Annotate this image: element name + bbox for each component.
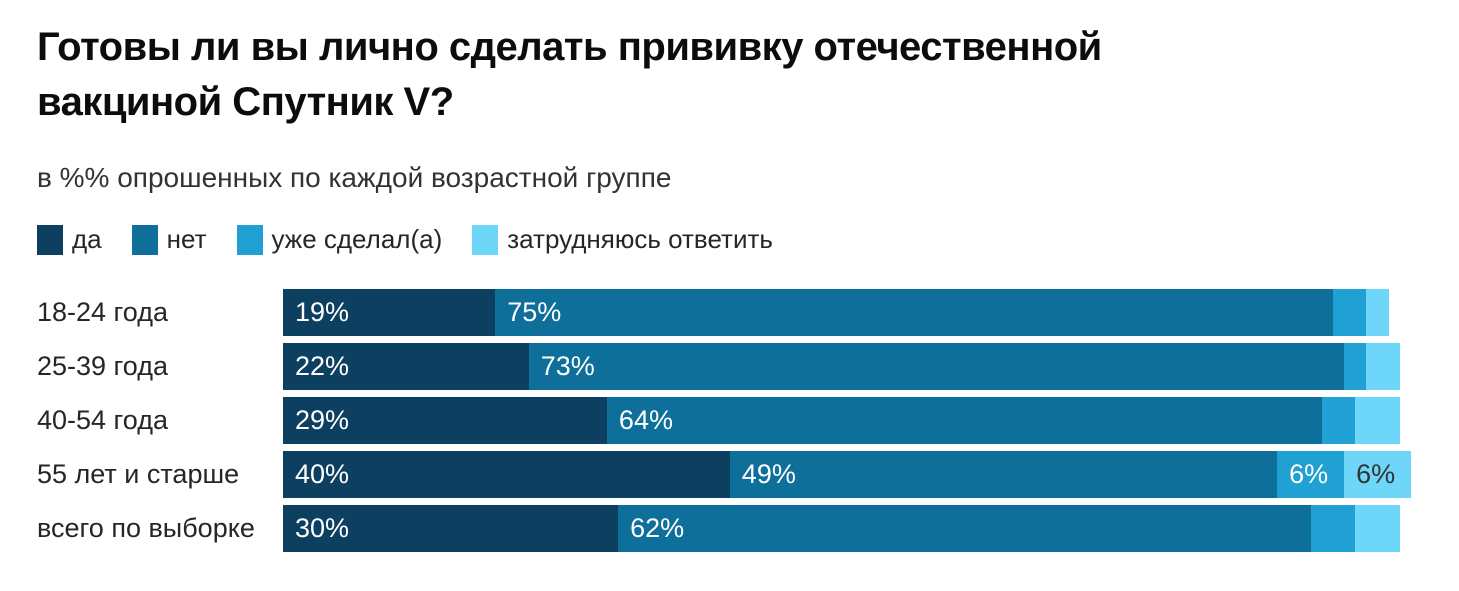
value-label: 40% [295, 459, 350, 489]
bar-segment-hard-to-answer [1366, 343, 1400, 390]
legend-item-no: нет [131, 224, 207, 255]
category-label: 40-54 года [37, 405, 169, 435]
bar-segment-hard-to-answer [1355, 397, 1400, 444]
legend-label-hard-to-answer: затрудняюсь ответить [507, 224, 773, 254]
chart-subtitle: в %% опрошенных по каждой возрастной гру… [37, 162, 672, 193]
chart-title: Готовы ли вы лично сделать прививку отеч… [37, 25, 1102, 124]
value-label: 62% [630, 513, 685, 543]
legend-swatch-no [131, 224, 158, 255]
stacked-bar: 29% 64% [283, 397, 1400, 444]
bar-row: 18-24 года 19% 75% [37, 289, 1459, 336]
bar-segment-already-vaccinated [1344, 343, 1367, 390]
legend-item-yes: да [37, 224, 102, 255]
stacked-bar-chart: 18-24 года 19% 75% 25-39 года 22% 73% 40-54 го… [37, 289, 1459, 552]
bar-segment-no: 75% [495, 289, 1333, 336]
legend-label-already-vaccinated: уже сделал(а) [271, 224, 443, 254]
stacked-bar: 22% 73% [283, 343, 1400, 390]
value-label: 64% [618, 405, 673, 435]
stacked-bar: 19% 75% [283, 289, 1389, 336]
legend-swatch-yes [37, 224, 63, 255]
bar-row: 25-39 года 22% 73% [37, 343, 1459, 390]
value-label: 75% [507, 297, 562, 327]
bar-segment-yes: 40% [283, 451, 730, 498]
bar-row: 40-54 года 29% 64% [37, 397, 1459, 444]
bar-segment-already-vaccinated [1332, 289, 1367, 336]
bar-segment-yes: 30% [283, 505, 619, 552]
value-label: 73% [540, 351, 595, 381]
legend-swatch-hard-to-answer [472, 224, 499, 255]
stacked-bar: 30% 62% [283, 505, 1400, 552]
value-label: 29% [295, 405, 350, 435]
value-label: 6% [1356, 459, 1396, 489]
bar-segment-already-vaccinated [1321, 397, 1356, 444]
category-label: 25-39 года [37, 351, 169, 381]
value-label: 49% [741, 459, 796, 489]
legend-swatch-already-vaccinated [236, 224, 263, 255]
bar-segment-already-vaccinated: 6% [1277, 451, 1345, 498]
bar-segment-hard-to-answer: 6% [1344, 451, 1412, 498]
legend: да нет уже сделал(а) затрудняюсь ответить [37, 224, 1459, 255]
bar-segment-already-vaccinated [1310, 505, 1356, 552]
bar-segment-yes: 19% [283, 289, 496, 336]
category-label: всего по выборке [37, 513, 255, 543]
value-label: 6% [1289, 459, 1329, 489]
bar-segment-yes: 22% [283, 343, 529, 390]
bar-segment-no: 49% [729, 451, 1278, 498]
bar-row: всего по выборке 30% 62% [37, 505, 1459, 552]
bar-segment-hard-to-answer [1355, 505, 1400, 552]
value-label: 30% [295, 513, 350, 543]
category-label: 18-24 года [37, 297, 169, 327]
legend-label-yes: да [72, 224, 102, 254]
bar-row: 55 лет и старше 40% 49% 6% 6% [37, 451, 1459, 498]
bar-segment-yes: 29% [283, 397, 607, 444]
bar-segment-hard-to-answer [1366, 289, 1389, 336]
bar-segment-no: 64% [606, 397, 1322, 444]
value-label: 19% [295, 297, 350, 327]
legend-item-hard-to-answer: затрудняюсь ответить [472, 224, 773, 255]
legend-item-already-vaccinated: уже сделал(а) [236, 224, 443, 255]
stacked-bar: 40% 49% 6% 6% [283, 451, 1412, 498]
bar-segment-no: 73% [528, 343, 1345, 390]
category-label: 55 лет и старше [37, 459, 240, 489]
bar-segment-no: 62% [618, 505, 1311, 552]
legend-label-no: нет [166, 224, 207, 254]
value-label: 22% [295, 351, 350, 381]
